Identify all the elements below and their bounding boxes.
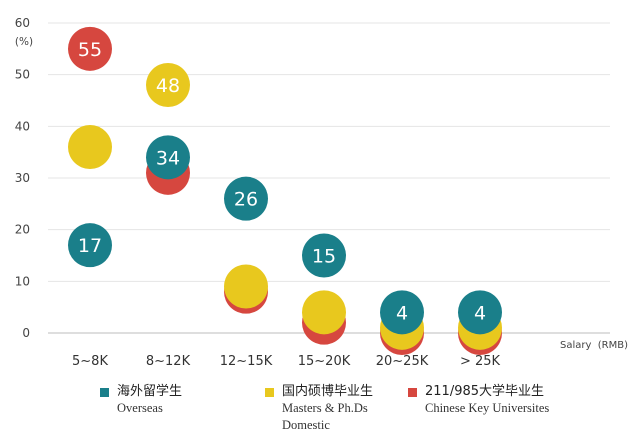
data-label-s0-5: 4 <box>474 302 486 324</box>
data-label-s2-0: 55 <box>78 39 102 61</box>
x-axis-label: Salary (RMB) <box>560 340 628 351</box>
bubble-s1-0 <box>68 125 112 169</box>
x-tick-label-3: 15~20K <box>298 354 351 369</box>
bubble-s0-1 <box>146 135 190 180</box>
data-label-s0-1: 34 <box>156 147 180 169</box>
data-label-s0-4: 4 <box>396 302 408 324</box>
y-tick-label-10: 10 <box>15 274 30 288</box>
y-axis-label: (%) <box>15 36 33 48</box>
y-tick-label-30: 30 <box>15 171 30 185</box>
bubble-s0-0 <box>68 223 112 268</box>
bubble-s1-2 <box>224 264 268 309</box>
legend-swatch-overseas <box>100 388 109 397</box>
legend-label-overseas-en: Overseas <box>117 401 163 415</box>
x-tick-label-5: > 25K <box>460 354 501 369</box>
y-tick-label-60: 60 <box>15 16 30 30</box>
bubble-s1-1 <box>146 63 190 107</box>
legend-label-domestic-cn: 国内硕博毕业生 <box>282 384 374 399</box>
bubble-s0-2 <box>224 176 268 221</box>
legend-label-key-universities-en: Chinese Key Universites <box>425 401 550 415</box>
y-tick-label-0: 0 <box>22 326 30 340</box>
legend-label-domestic-en: Masters & Ph.Ds Domestic <box>282 401 368 432</box>
bubble-s0-4 <box>380 290 424 335</box>
data-label-s0-3: 15 <box>312 246 336 268</box>
data-label-s0-0: 17 <box>78 235 102 257</box>
bubble-s0-3 <box>302 233 346 278</box>
y-tick-label-40: 40 <box>15 119 30 133</box>
legend-label-key-universities-cn: 211/985大学毕业生 <box>425 384 545 399</box>
legend-swatch-key-universities <box>408 388 417 397</box>
x-tick-label-4: 20~25K <box>376 354 429 369</box>
data-label-s0-2: 26 <box>234 189 258 211</box>
data-label-s1-1: 48 <box>156 75 180 97</box>
y-tick-label-20: 20 <box>15 223 30 237</box>
legend: 海外留学生 Overseas 国内硕博毕业生 Masters & Ph.Ds D… <box>100 383 640 443</box>
bubble-s1-3 <box>302 290 346 335</box>
bubble-s0-5 <box>458 290 502 335</box>
bubble-s2-0 <box>68 26 112 71</box>
legend-item-domestic: 国内硕博毕业生 Masters & Ph.Ds Domestic <box>265 383 400 434</box>
x-tick-label-2: 12~15K <box>220 354 273 369</box>
y-tick-label-50: 50 <box>15 68 30 82</box>
x-tick-label-0: 5~8K <box>72 354 108 369</box>
legend-item-key-universities: 211/985大学毕业生 Chinese Key Universites <box>408 383 549 417</box>
legend-item-overseas: 海外留学生 Overseas <box>100 383 182 417</box>
x-tick-label-1: 8~12K <box>146 354 191 369</box>
legend-swatch-domestic <box>265 388 274 397</box>
legend-label-overseas-cn: 海外留学生 <box>117 384 183 399</box>
